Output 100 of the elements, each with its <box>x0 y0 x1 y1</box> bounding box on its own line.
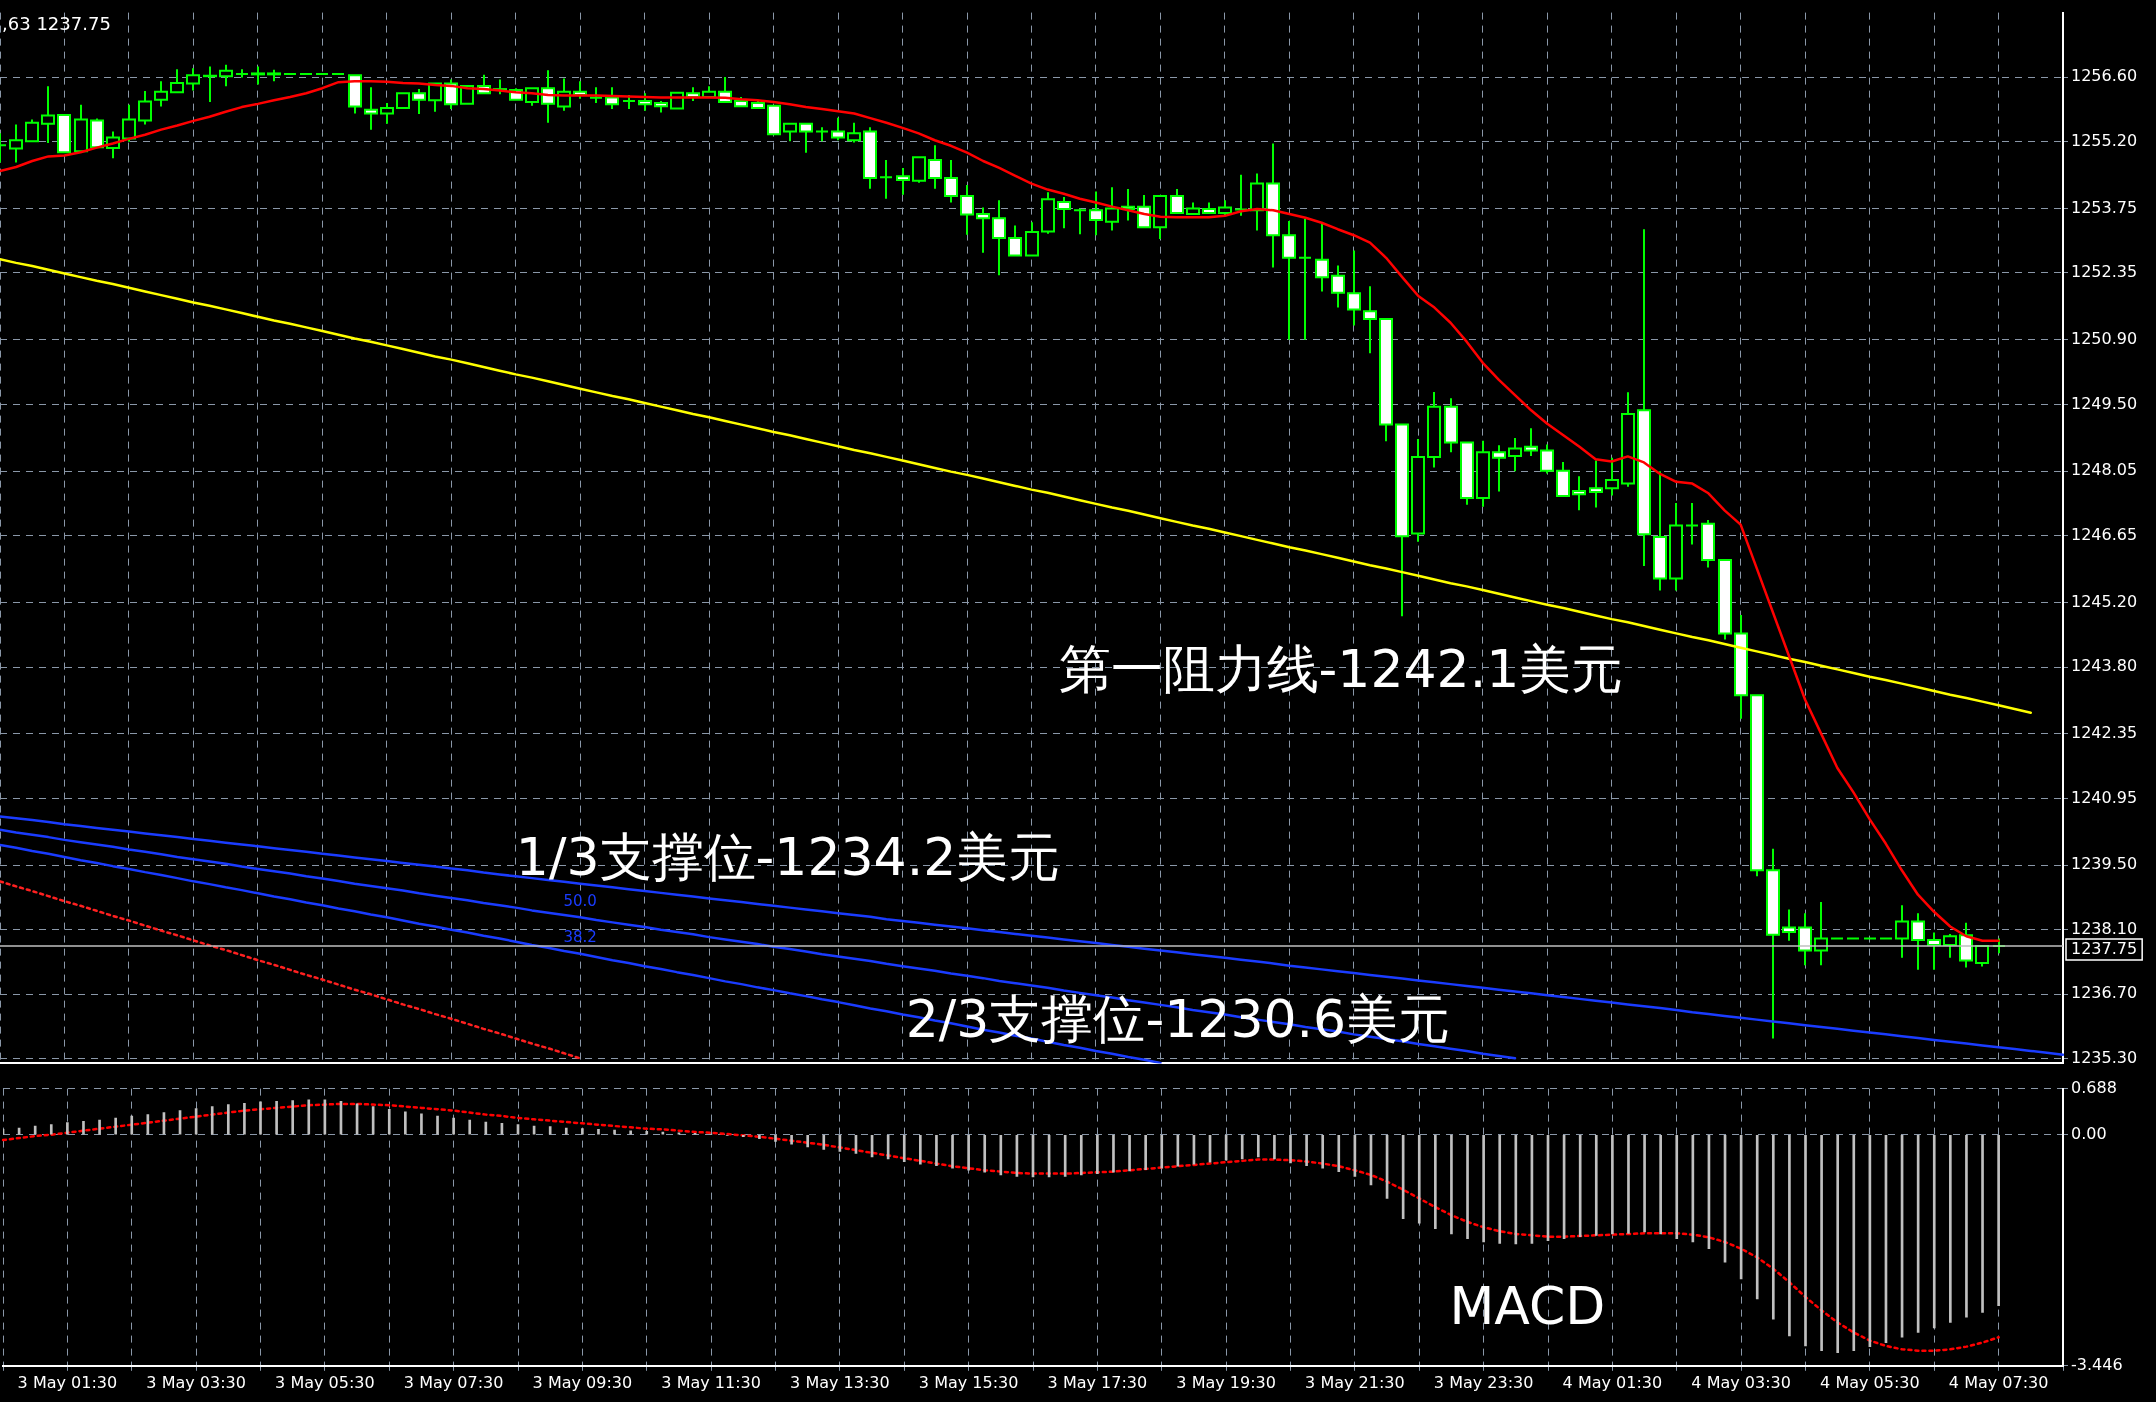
bar <box>1337 1134 1341 1172</box>
ref-line-label: 1237.75 <box>2071 939 2138 959</box>
x-tick-label: 4 May 01:30 <box>1562 1372 1663 1392</box>
bar <box>1771 1134 1775 1320</box>
annotation: ,63 1237.75 <box>2 13 111 35</box>
bar <box>1804 1134 1807 1347</box>
candlestick <box>299 72 313 75</box>
y-tick-label: 1240.95 <box>2071 787 2138 807</box>
x-tick-label: 3 May 23:30 <box>1433 1372 1534 1392</box>
bar <box>1466 1134 1469 1239</box>
bar <box>1643 1134 1646 1233</box>
bar <box>210 1106 214 1135</box>
bar <box>951 1134 954 1169</box>
bar <box>1820 1134 1823 1351</box>
bar <box>1434 1134 1437 1229</box>
bar <box>645 1131 649 1135</box>
y-tick-label: 1236.70 <box>2071 983 2138 1003</box>
x-tick-label: 3 May 01:30 <box>17 1372 118 1392</box>
bar <box>33 1125 37 1135</box>
bar <box>564 1127 568 1135</box>
bar <box>1852 1134 1856 1351</box>
bar <box>1450 1134 1453 1235</box>
y-tick-label: 1253.75 <box>2071 197 2138 217</box>
y-tick-label: 0.688 <box>2071 1077 2117 1097</box>
bar <box>822 1134 826 1150</box>
bar <box>1128 1134 1131 1172</box>
bar <box>387 1108 391 1135</box>
candlestick <box>1298 218 1312 341</box>
bar <box>790 1134 793 1145</box>
x-tick-label: 3 May 15:30 <box>918 1372 1019 1392</box>
bar <box>1659 1134 1662 1235</box>
x-tick-label: 4 May 03:30 <box>1691 1372 1791 1392</box>
x-tick-label: 3 May 07:30 <box>403 1372 504 1392</box>
bar <box>806 1134 810 1148</box>
bar <box>581 1128 584 1135</box>
candlestick <box>879 159 893 200</box>
y-tick-label: 1255.20 <box>2071 130 2138 150</box>
candlestick <box>1846 937 1860 940</box>
bar <box>1627 1134 1630 1234</box>
bar <box>983 1134 987 1173</box>
bar <box>597 1129 600 1135</box>
bar <box>1305 1134 1308 1166</box>
bar <box>49 1124 53 1135</box>
bar <box>1514 1134 1518 1245</box>
candlestick <box>1863 937 1877 940</box>
bar <box>130 1115 134 1135</box>
bar <box>1273 1134 1276 1160</box>
bar <box>420 1113 423 1135</box>
bar <box>1836 1134 1840 1353</box>
x-tick-label: 3 May 21:30 <box>1305 1372 1405 1392</box>
bar <box>548 1126 552 1135</box>
bar <box>1240 1134 1244 1160</box>
bar <box>629 1130 632 1135</box>
bar <box>243 1102 246 1135</box>
x-tick-label: 3 May 13:30 <box>790 1372 890 1392</box>
bar <box>1079 1134 1083 1176</box>
bar <box>613 1129 616 1135</box>
bar <box>1160 1134 1164 1169</box>
candlestick <box>1879 937 1893 940</box>
bar <box>774 1134 777 1142</box>
bar <box>1578 1134 1582 1237</box>
y-tick-label: 1245.20 <box>2071 591 2138 611</box>
x-tick-label: 3 May 19:30 <box>1176 1372 1276 1392</box>
y-tick-label: 0.00 <box>2071 1123 2107 1143</box>
bar <box>1482 1134 1485 1243</box>
y-tick-label: 1235.30 <box>2071 1047 2138 1067</box>
bar <box>1144 1134 1147 1170</box>
y-tick-label: 1239.50 <box>2071 854 2138 874</box>
x-tick-label: 3 May 17:30 <box>1047 1372 1148 1392</box>
bar <box>452 1117 455 1135</box>
bar <box>114 1117 117 1135</box>
bar <box>1755 1134 1759 1300</box>
bar <box>1594 1134 1598 1236</box>
x-tick-label: 3 May 05:30 <box>275 1372 375 1392</box>
bar <box>902 1134 906 1162</box>
y-tick-label: 1252.35 <box>2071 262 2138 282</box>
line-series <box>1 1102 2000 1352</box>
candlestick <box>283 72 297 75</box>
bar <box>1932 1134 1936 1329</box>
annotation: MACD <box>1449 1275 1606 1336</box>
candlestick <box>1234 173 1248 217</box>
bar <box>1997 1134 2000 1307</box>
bar <box>291 1100 295 1135</box>
series-label: 38.2 <box>563 928 597 947</box>
bar <box>967 1134 970 1171</box>
candlestick <box>315 72 329 75</box>
bar <box>758 1134 761 1140</box>
bar <box>226 1104 230 1135</box>
y-tick-label: 1256.60 <box>2071 66 2138 86</box>
y-tick-label: 1248.05 <box>2071 460 2138 480</box>
x-tick-label: 3 May 09:30 <box>532 1372 633 1392</box>
bar <box>677 1132 681 1135</box>
bar <box>1321 1134 1325 1169</box>
bar <box>1417 1134 1421 1224</box>
candlestick <box>1830 937 1844 940</box>
y-tick-label: -3.446 <box>2071 1354 2123 1374</box>
bar <box>484 1121 488 1135</box>
bar <box>1256 1134 1260 1158</box>
y-tick-label: 1250.90 <box>2071 328 2138 348</box>
bar <box>66 1122 69 1135</box>
